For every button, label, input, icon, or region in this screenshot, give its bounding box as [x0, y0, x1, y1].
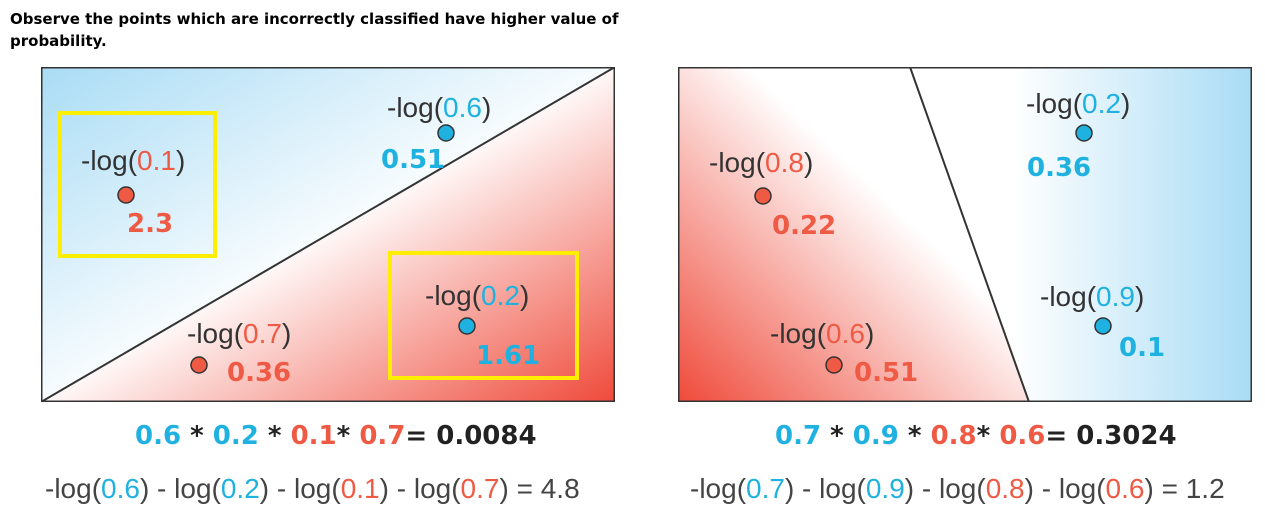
log-suffix: ): [1144, 473, 1154, 504]
logsum-result: 4.8: [540, 473, 580, 504]
left-product-formula: 0.6 * 0.2 * 0.1* 0.7= 0.0084: [135, 421, 537, 451]
highlight-box-misclassified-red: [58, 111, 217, 258]
red-region: [678, 67, 1029, 402]
log-prefix: - log(: [794, 473, 866, 504]
log-suffix: ): [499, 473, 509, 504]
point-loss-value: 2.3: [127, 209, 173, 239]
log-term: 0.1: [340, 473, 380, 504]
point-loss-value: 0.51: [381, 145, 445, 175]
point-label: -log(0.7): [187, 318, 291, 349]
log-suffix: ): [1024, 473, 1034, 504]
decision-boundary: [41, 67, 615, 402]
log-prefix: - log(: [149, 473, 221, 504]
panel-border: [41, 67, 615, 402]
logsum-result: 1.2: [1185, 473, 1225, 504]
red-point: [754, 187, 772, 205]
point-label: -log(0.9): [1040, 281, 1144, 312]
point-label: -log(0.2): [1026, 88, 1130, 119]
multiply-op: *: [336, 421, 351, 451]
left-logsum-formula: -log(0.6) - log(0.2) - log(0.1) - log(0.…: [45, 473, 580, 505]
log-term: 0.6: [101, 473, 140, 504]
panel-border: [678, 67, 1252, 402]
multiply-op: *: [907, 421, 922, 451]
product-result: 0.3024: [1076, 421, 1177, 451]
right-product-formula: 0.7 * 0.9 * 0.8* 0.6= 0.3024: [775, 421, 1177, 451]
point-loss-value: 0.36: [227, 358, 291, 388]
product-term: 0.6: [135, 421, 182, 451]
log-suffix: ): [259, 473, 270, 504]
product-term: 0.7: [775, 421, 822, 451]
right-logsum-formula: -log(0.7) - log(0.9) - log(0.8) - log(0.…: [690, 473, 1225, 505]
log-suffix: ): [379, 473, 389, 504]
caption-text: Observe the points which are incorrectly…: [10, 10, 619, 50]
log-term: 0.7: [460, 473, 500, 504]
blue-point: [1075, 124, 1093, 142]
multiply-op: *: [267, 421, 282, 451]
point-loss-value: 0.22: [772, 211, 836, 241]
highlight-box-misclassified-blue: [388, 251, 579, 380]
point-loss-value: 0.36: [1027, 153, 1091, 183]
equals-sign: =: [1045, 421, 1068, 451]
red-point: [190, 356, 208, 374]
point-loss-value: 1.61: [476, 341, 540, 371]
log-term: 0.8: [985, 473, 1025, 504]
left-classification-panel: -log(0.1) 2.3 -log(0.6) 0.51 -log(0.7) 0…: [41, 67, 615, 402]
point-label: -log(0.2): [425, 280, 529, 311]
multiply-op: *: [976, 421, 991, 451]
point-label: -log(0.6): [387, 92, 491, 123]
point-label: -log(0.6): [770, 318, 874, 349]
blue-point: [1094, 317, 1112, 335]
red-point: [117, 186, 135, 204]
point-label: -log(0.8): [709, 147, 813, 178]
multiply-op: *: [830, 421, 844, 451]
red-point: [825, 356, 843, 374]
log-term: 0.6: [1105, 473, 1145, 504]
equals-sign: =: [405, 421, 428, 451]
product-term: 0.6: [999, 421, 1046, 451]
log-prefix: - log(: [1033, 473, 1106, 504]
log-prefix: -log(: [690, 473, 747, 504]
log-prefix: - log(: [269, 473, 341, 504]
log-prefix: -log(: [45, 473, 102, 504]
log-prefix: - log(: [914, 473, 986, 504]
point-label: -log(0.1): [81, 145, 185, 176]
equals-sign: =: [508, 473, 541, 504]
point-loss-value: 0.1: [1119, 333, 1165, 363]
log-suffix: ): [139, 473, 150, 504]
log-term: 0.7: [746, 473, 785, 504]
product-term: 0.7: [359, 421, 406, 451]
product-term: 0.2: [212, 421, 259, 451]
blue-point: [437, 124, 455, 142]
decision-boundary: [909, 67, 1030, 402]
blue-point: [458, 317, 476, 335]
product-term: 0.9: [852, 421, 899, 451]
multiply-op: *: [190, 421, 204, 451]
right-classification-panel: -log(0.8) 0.22 -log(0.6) 0.51 -log(0.2) …: [678, 67, 1252, 402]
log-term: 0.2: [220, 473, 260, 504]
log-term: 0.9: [865, 473, 905, 504]
log-prefix: - log(: [388, 473, 461, 504]
point-loss-value: 0.51: [854, 358, 918, 388]
product-term: 0.8: [930, 421, 977, 451]
log-suffix: ): [784, 473, 795, 504]
equals-sign: =: [1153, 473, 1186, 504]
log-suffix: ): [904, 473, 915, 504]
product-term: 0.1: [290, 421, 337, 451]
product-result: 0.0084: [436, 421, 537, 451]
blue-region: [910, 67, 1252, 402]
